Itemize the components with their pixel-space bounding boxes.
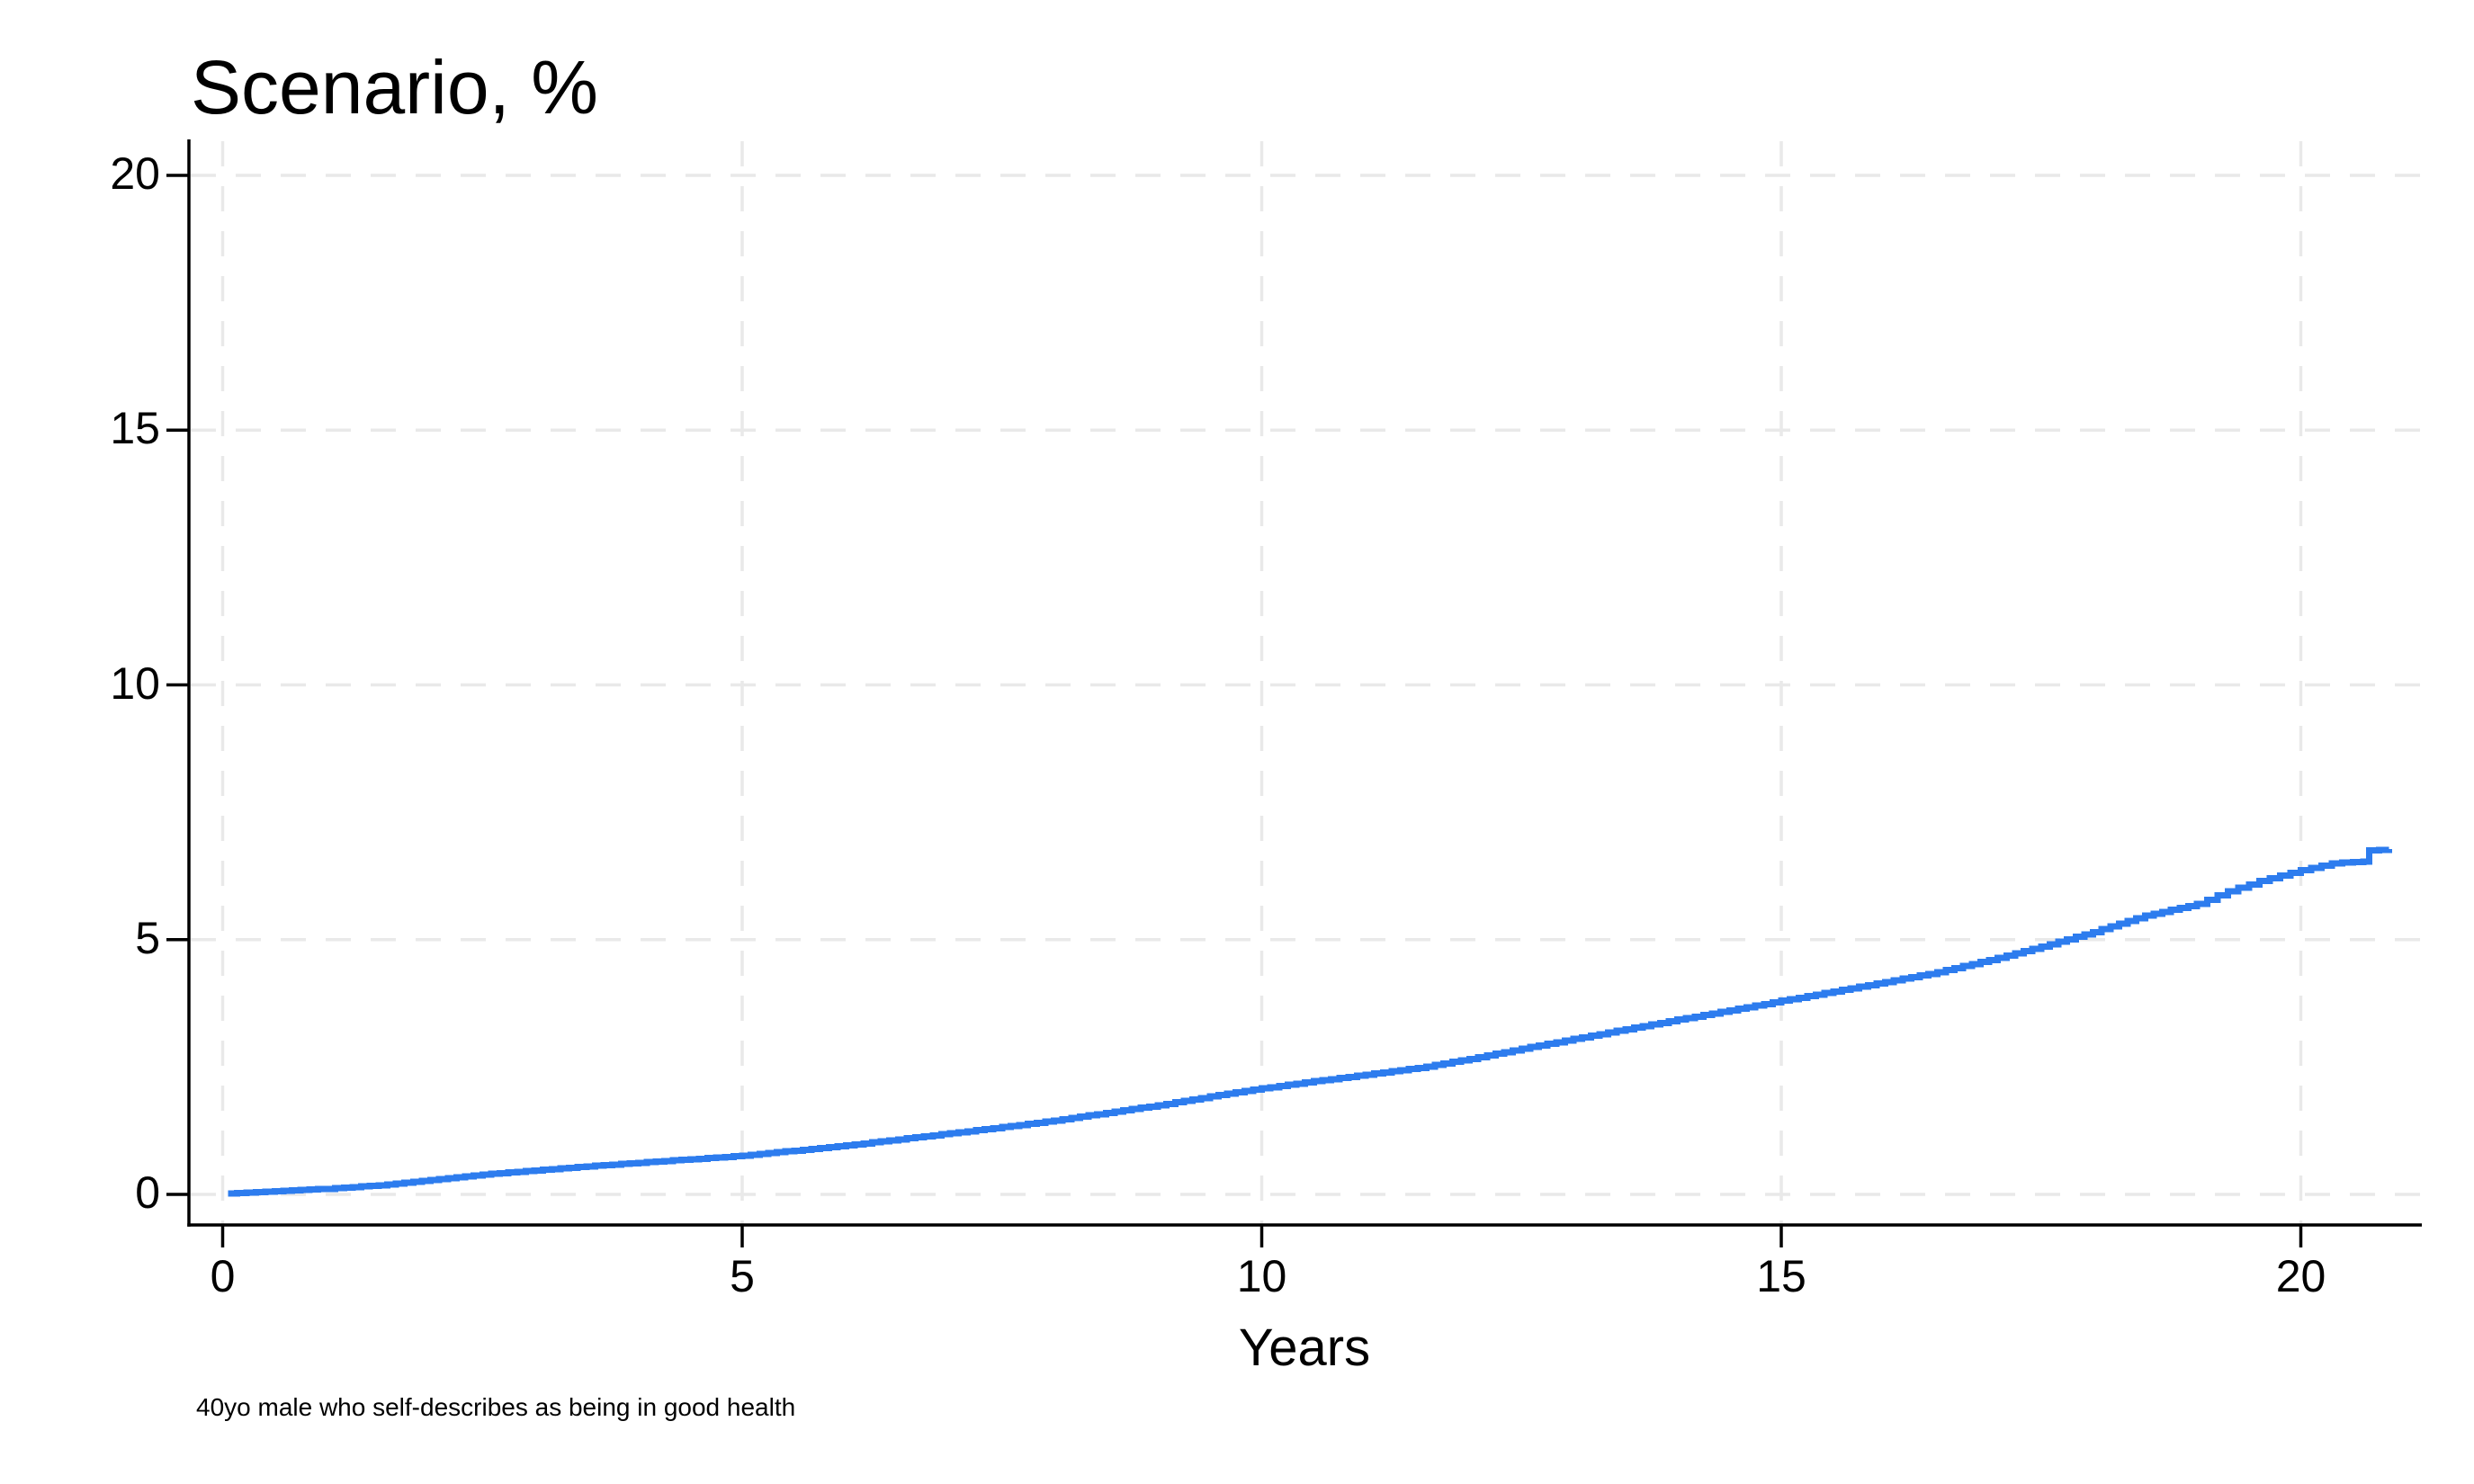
- x-tick-label: 0: [210, 1251, 236, 1301]
- x-tick-label: 15: [1756, 1251, 1806, 1301]
- chart-title: Scenario, %: [191, 45, 598, 130]
- scenario-series-line: [228, 846, 2392, 1197]
- y-tick-label: 15: [110, 403, 160, 454]
- x-tick-label: 5: [730, 1251, 755, 1301]
- x-tick-label: 20: [2275, 1251, 2326, 1301]
- y-tick-label: 0: [135, 1167, 160, 1218]
- x-tick-label: 10: [1236, 1251, 1287, 1301]
- vertical-gridlines: [220, 141, 2303, 1225]
- axis-lines: [187, 139, 2422, 1227]
- x-axis-label: Years: [1238, 1319, 1371, 1377]
- y-tick-label: 5: [135, 912, 160, 963]
- y-tick-label: 20: [110, 148, 160, 199]
- tick-marks: [166, 174, 2303, 1247]
- y-tick-label: 10: [110, 657, 160, 709]
- chart-footnote: 40yo male who self-describes as being in…: [196, 1393, 796, 1421]
- horizontal-gridlines: [191, 174, 2422, 1196]
